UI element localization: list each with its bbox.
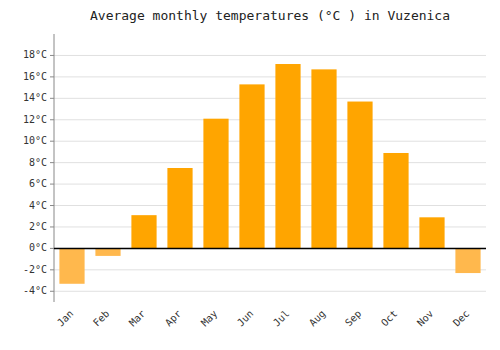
y-tick-label: -2°C [23,264,47,275]
bar [167,168,192,248]
bar [419,217,444,248]
y-tick [50,205,54,206]
grid [54,55,486,291]
grid-line [54,98,486,99]
y-tick-label: 4°C [29,200,47,211]
grid-line [54,55,486,56]
x-tick-label: Jul [271,308,292,329]
y-tick-label: 8°C [29,157,47,168]
bar [203,119,228,249]
x-tick-label: Mar [127,308,148,329]
bar [239,84,264,248]
y-tick-label: 12°C [23,114,47,125]
bar [59,248,84,283]
y-tick-label: 2°C [29,221,47,232]
bars [54,64,486,284]
bar [311,69,336,248]
x-tick-label: May [199,308,220,329]
y-tick [50,269,54,270]
y-tick-label: 0°C [29,242,47,253]
y-tick-label: 10°C [23,135,47,146]
y-tick [50,184,54,185]
grid-line [54,119,486,120]
x-tick-label: Jun [235,308,256,329]
y-tick [50,291,54,292]
y-tick [50,55,54,56]
bar [275,64,300,248]
y-tick [50,248,54,249]
grid-line [54,141,486,142]
y-tick-label: 14°C [23,92,47,103]
grid-line [54,76,486,77]
y-axis-line [54,34,55,302]
bar [347,102,372,249]
bar [383,153,408,248]
grid-line [54,205,486,206]
page: {"chart_data": {"type": "bar", "title": … [0,0,500,350]
x-axis: Jan Feb Mar Apr May Jun Jul Aug Sep Oct Nov Dec [55,308,472,329]
x-tick-label: Dec [451,308,472,329]
grid-line [54,184,486,185]
y-tick [50,76,54,77]
y-tick [50,98,54,99]
zero-line [54,248,486,250]
title: Average monthly temperatures (°C ) in Vu… [90,8,450,23]
y-tick-label: 6°C [29,178,47,189]
y-tick [50,141,54,142]
grid-line [54,269,486,270]
y-axis: -4°C -2°C 0°C 2°C 4°C 6°C 8°C 10°C 12°C 14°C 16°C 1… [23,34,54,302]
y-tick [50,226,54,227]
x-tick-label: Jan [55,308,76,329]
grid-line [54,162,486,163]
grid-line [54,248,486,249]
y-tick-label: 16°C [23,71,47,82]
chart-container: Average monthly temperatures (°C ) in Vu… [0,0,500,350]
x-tick-label: Apr [163,308,184,329]
bar [95,248,120,256]
x-tick-label: Nov [415,308,436,329]
bar [455,248,480,273]
y-tick-label: -4°C [23,285,47,296]
x-tick-label: Feb [91,308,112,329]
y-tick [50,162,54,163]
y-tick [50,119,54,120]
bar [131,215,156,248]
x-tick-label: Oct [379,308,400,329]
chart: Average monthly temperatures (°C ) in Vu… [0,0,500,350]
x-tick-label: Sep [343,308,364,329]
y-tick-label: 18°C [23,49,47,60]
grid-line [54,291,486,292]
x-tick-label: Aug [307,308,328,329]
